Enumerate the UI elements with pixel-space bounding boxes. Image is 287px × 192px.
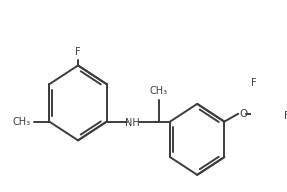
Text: F: F [251,78,257,88]
Text: O: O [239,109,248,119]
Text: CH₃: CH₃ [150,86,168,96]
Text: F: F [284,111,287,121]
Text: CH₃: CH₃ [13,117,31,127]
Text: NH: NH [125,118,140,128]
Text: F: F [75,47,81,57]
